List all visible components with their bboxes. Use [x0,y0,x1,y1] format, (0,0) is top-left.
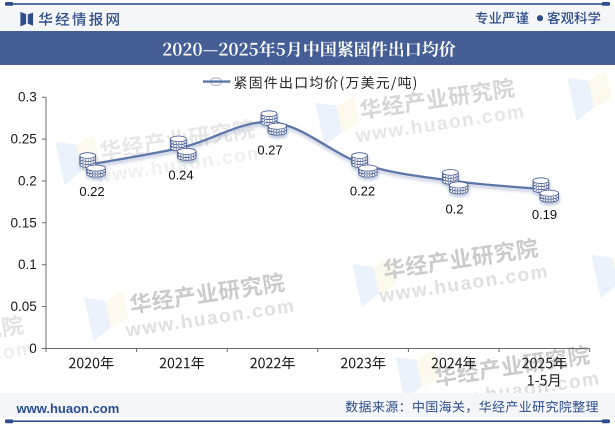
svg-text:0.2: 0.2 [445,201,463,216]
svg-text:0.24: 0.24 [168,168,193,183]
svg-text:0.19: 0.19 [532,207,557,222]
svg-text:www.huaon.com: www.huaon.com [16,401,120,416]
svg-text:0.22: 0.22 [350,184,375,199]
svg-text:0.25: 0.25 [11,132,37,147]
svg-text:0.15: 0.15 [11,215,37,230]
svg-text:0.1: 0.1 [18,257,37,272]
svg-text:0.2: 0.2 [18,174,37,189]
svg-text:0.27: 0.27 [257,143,282,158]
svg-text:0.3: 0.3 [18,90,37,105]
svg-text:0.22: 0.22 [79,184,104,199]
svg-text:0: 0 [29,341,37,356]
svg-text:0.05: 0.05 [11,299,37,314]
